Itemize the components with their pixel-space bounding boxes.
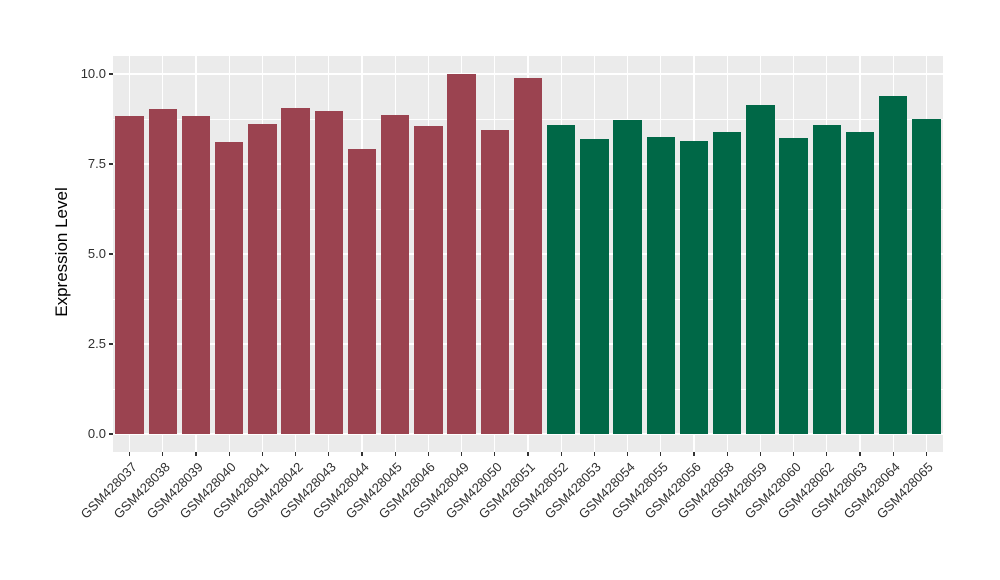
bar-GSM428054 (613, 120, 642, 434)
bar-GSM428042 (281, 107, 310, 434)
bar-GSM428040 (215, 142, 244, 434)
x-tick-mark (892, 452, 894, 456)
y-tick-label: 7.5 (87, 156, 106, 171)
y-tick-label: 5.0 (87, 246, 106, 261)
bar-GSM428065 (912, 119, 941, 434)
bar-GSM428052 (547, 124, 576, 434)
x-tick-mark (693, 452, 695, 456)
bar-GSM428045 (381, 115, 410, 434)
y-tick-mark (109, 433, 113, 435)
bar-GSM428046 (414, 125, 443, 434)
y-tick-label: 10.0 (80, 66, 106, 81)
x-tick-mark (726, 452, 728, 456)
bar-GSM428044 (347, 148, 377, 434)
x-tick-mark (627, 452, 629, 456)
bar-GSM428055 (646, 137, 675, 434)
bar-GSM428060 (779, 138, 808, 434)
x-tick-mark (394, 452, 396, 456)
bar-GSM428062 (812, 125, 841, 434)
bar-GSM428038 (148, 108, 177, 434)
x-tick-mark (328, 452, 330, 456)
x-tick-mark (826, 452, 828, 456)
bar-GSM428037 (115, 116, 144, 434)
x-tick-mark (560, 452, 562, 456)
bar-GSM428059 (746, 104, 775, 434)
x-tick-mark (527, 452, 529, 456)
bar-GSM428051 (513, 78, 543, 434)
bar-GSM428049 (447, 74, 476, 434)
bar-GSM428063 (845, 131, 875, 434)
bar-GSM428041 (248, 123, 277, 434)
y-tick-mark (109, 343, 113, 345)
x-tick-mark (461, 452, 463, 456)
x-tick-mark (361, 452, 363, 456)
x-tick-mark (494, 452, 496, 456)
x-tick-mark (261, 452, 263, 456)
x-tick-mark (195, 452, 197, 456)
y-tick-mark (109, 73, 113, 75)
plot-panel (113, 56, 943, 452)
y-tick-label: 0.0 (87, 426, 106, 441)
x-tick-mark (427, 452, 429, 456)
bar-GSM428050 (480, 129, 509, 434)
bar-GSM428056 (679, 141, 709, 434)
bar-GSM428043 (314, 111, 343, 434)
x-tick-mark (593, 452, 595, 456)
bar-GSM428064 (879, 96, 908, 434)
x-tick-mark (660, 452, 662, 456)
x-tick-mark (793, 452, 795, 456)
x-tick-mark (129, 452, 131, 456)
x-tick-mark (295, 452, 297, 456)
x-tick-mark (859, 452, 861, 456)
bar-GSM428058 (713, 131, 742, 434)
bar-GSM428053 (580, 138, 609, 434)
x-tick-mark (925, 452, 927, 456)
bar-GSM428039 (181, 115, 211, 434)
x-tick-mark (228, 452, 230, 456)
y-tick-mark (109, 253, 113, 255)
x-tick-mark (759, 452, 761, 456)
y-tick-label: 2.5 (87, 336, 106, 351)
y-tick-mark (109, 163, 113, 165)
x-tick-mark (162, 452, 164, 456)
